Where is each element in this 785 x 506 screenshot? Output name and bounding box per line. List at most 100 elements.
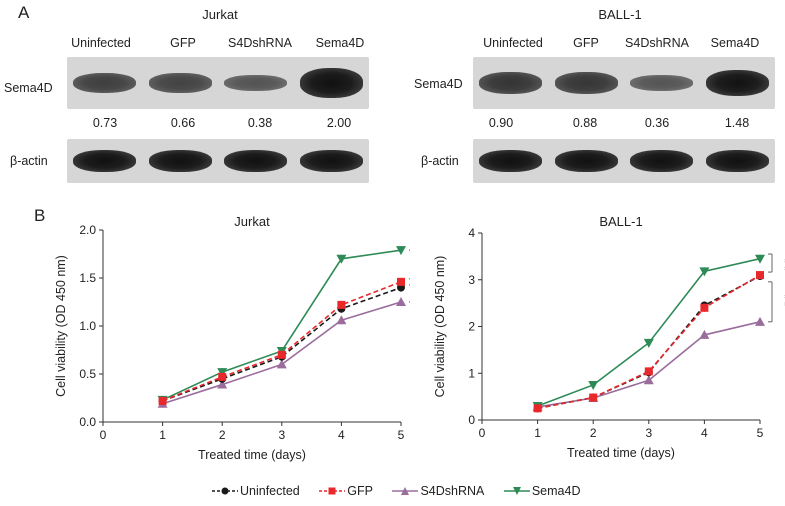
series-line-gfp (537, 274, 761, 410)
lane-label: S4DshRNA (228, 36, 292, 50)
panel-a-letter: A (18, 3, 30, 22)
target-band (630, 75, 694, 91)
legend-label: Sema4D (531, 484, 581, 498)
x-tick-label: 0 (100, 428, 107, 442)
legend-item-s4dshrna: S4DshRNA (390, 484, 484, 498)
target-band (73, 72, 137, 94)
y-tick-label: 2.0 (79, 223, 96, 237)
chart-jurkat: Jurkat 0.0 0.5 1.0 1.5 2.0 0 1 2 3 4 5 Treated time … (54, 214, 410, 462)
y-tick-label: 4 (468, 226, 475, 240)
lane-label: Uninfected (483, 36, 543, 50)
legend-label: S4DshRNA (420, 484, 485, 498)
lane-label: Uninfected (71, 36, 131, 50)
target-band (148, 73, 212, 93)
y-tick-label: 2 (468, 320, 475, 334)
x-axis-label: Treated time (days) (567, 446, 675, 460)
data-point (756, 271, 764, 280)
data-point (337, 300, 346, 309)
target-band (299, 68, 363, 98)
band-ratio: 0.90 (488, 116, 514, 130)
chart-ball1: BALL-1 0 1 2 3 4 0 1 2 3 4 5 Treated time (days) Cell… (433, 214, 785, 460)
data-point (397, 277, 405, 286)
x-axis-label: Treated time (days) (198, 448, 306, 462)
x-tick-label: 4 (338, 428, 345, 442)
western-blot-actin-jurkat (67, 139, 369, 183)
lane-label: Sema4D (315, 36, 365, 50)
chart-title: Jurkat (234, 214, 270, 229)
x-tick-label: 4 (701, 426, 708, 440)
x-tick-label: 3 (278, 428, 285, 442)
blot-title-ball1: BALL-1 (598, 7, 642, 22)
x-tick-label: 3 (645, 426, 652, 440)
actin-band (630, 150, 694, 172)
actin-band (148, 150, 212, 172)
data-point (755, 316, 765, 326)
data-point (396, 297, 406, 306)
data-point (643, 375, 654, 385)
y-tick-label: 1.0 (79, 319, 96, 333)
data-point (589, 393, 598, 402)
target-band (554, 72, 618, 94)
western-blot-target-ball1 (473, 57, 775, 109)
lane-label: S4DshRNA (625, 36, 689, 50)
y-axis-label: Cell viability (OD 450 nm) (433, 256, 447, 398)
data-point (277, 350, 286, 359)
actin-band (479, 150, 543, 172)
row-label-target: Sema4D (414, 77, 463, 91)
row-label-target: Sema4D (4, 81, 53, 95)
y-axis-label: Cell viability (OD 450 nm) (54, 255, 68, 397)
data-point (218, 372, 227, 381)
data-point (158, 396, 167, 405)
y-tick-label: 0 (468, 413, 475, 427)
actin-band (299, 150, 363, 172)
legend-item-gfp: GFP (317, 484, 373, 498)
y-tick-label: 3 (468, 273, 475, 287)
row-label-control: β-actin (421, 154, 459, 168)
western-blot-target-jurkat (67, 57, 369, 109)
data-point (396, 246, 406, 256)
series-line-uninfected (162, 286, 402, 402)
lane-label: GFP (573, 36, 599, 50)
data-point (336, 254, 347, 264)
lane-label: GFP (170, 36, 196, 50)
x-tick-label: 2 (590, 426, 597, 440)
y-tick-label: 1.5 (79, 271, 96, 285)
data-point (533, 404, 542, 413)
series-line-gfp (162, 281, 402, 402)
blot-title-jurkat: Jurkat (202, 7, 238, 22)
actin-band (705, 150, 769, 172)
band-ratio: 2.00 (326, 116, 352, 130)
legend-swatch (503, 487, 530, 495)
legend-swatch (392, 487, 419, 495)
target-band (224, 74, 288, 92)
legend-label: GFP (347, 484, 373, 498)
significance-label: * * (778, 259, 785, 271)
band-ratio: 0.88 (572, 116, 598, 130)
data-point (644, 367, 653, 376)
series-line-sema4d (162, 249, 402, 401)
data-point (217, 368, 228, 378)
data-point (217, 379, 228, 389)
data-point (336, 315, 347, 325)
x-tick-label: 5 (757, 426, 764, 440)
y-tick-label: 1 (468, 366, 475, 380)
legend-swatch (212, 487, 238, 495)
actin-band (224, 150, 288, 172)
legend-swatch (319, 487, 346, 495)
panel-b-letter: B (34, 206, 46, 225)
band-ratio: 0.36 (644, 116, 670, 130)
data-point (276, 359, 287, 369)
data-point (643, 338, 654, 348)
x-tick-label: 2 (219, 428, 226, 442)
data-point (588, 380, 599, 390)
chart-legend: Uninfected GFP S4DshRNA Sema4D (210, 484, 690, 500)
actin-band (554, 150, 618, 172)
band-ratio: 0.66 (170, 116, 196, 130)
x-tick-label: 5 (398, 428, 405, 442)
lane-label: Sema4D (710, 36, 760, 50)
data-point (699, 267, 710, 277)
legend-label: Uninfected (240, 484, 300, 498)
y-tick-label: 0.5 (79, 367, 96, 381)
actin-band (73, 150, 137, 172)
chart-title: BALL-1 (599, 214, 642, 229)
